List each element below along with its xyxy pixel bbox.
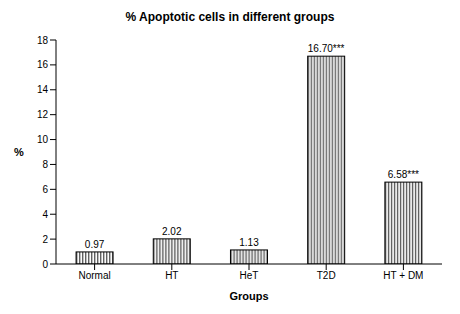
svg-text:12: 12 bbox=[37, 109, 49, 120]
svg-text:0: 0 bbox=[42, 259, 48, 270]
svg-text:10: 10 bbox=[37, 134, 49, 145]
svg-text:8: 8 bbox=[42, 159, 48, 170]
svg-text:0.97: 0.97 bbox=[85, 239, 105, 250]
svg-text:T2D: T2D bbox=[317, 270, 336, 281]
svg-text:2: 2 bbox=[42, 234, 48, 245]
svg-text:4: 4 bbox=[42, 209, 48, 220]
svg-text:18: 18 bbox=[37, 35, 49, 46]
svg-text:1.13: 1.13 bbox=[239, 237, 259, 248]
html-text:% Apoptotic cells in different: % Apoptotic cells in different groups bbox=[125, 10, 335, 24]
svg-text:HT + DM: HT + DM bbox=[383, 270, 423, 281]
svg-text:2.02: 2.02 bbox=[162, 226, 182, 237]
svg-text:Normal: Normal bbox=[78, 270, 110, 281]
svg-text:16: 16 bbox=[37, 59, 49, 70]
svg-text:6: 6 bbox=[42, 184, 48, 195]
svg-text:14: 14 bbox=[37, 84, 49, 95]
svg-text:16.70***: 16.70*** bbox=[308, 43, 345, 54]
svg-text:%: % bbox=[14, 146, 24, 158]
svg-text:6.58***: 6.58*** bbox=[388, 169, 419, 180]
svg-text:Groups: Groups bbox=[229, 290, 268, 302]
svg-text:HeT: HeT bbox=[240, 270, 259, 281]
svg-text:HT: HT bbox=[165, 270, 178, 281]
